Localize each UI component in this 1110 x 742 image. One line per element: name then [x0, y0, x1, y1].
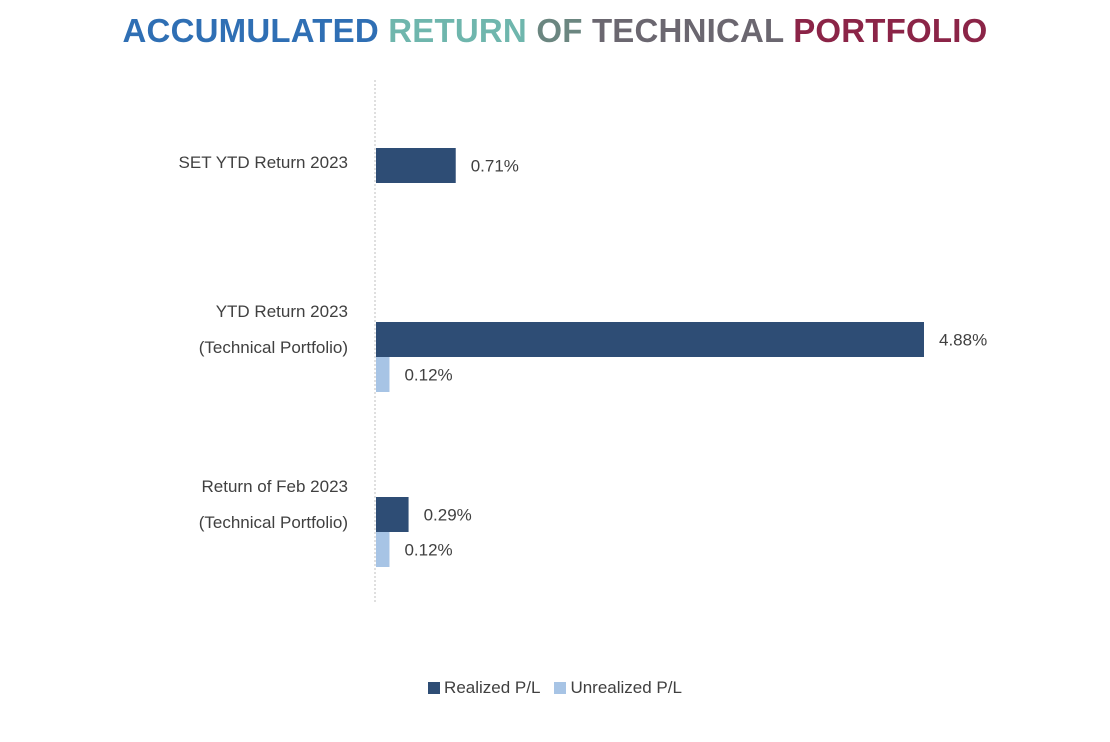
title-segment: PORTFOLIO — [793, 12, 988, 49]
data-label: 0.12% — [404, 541, 452, 560]
title-segment: OF — [536, 12, 592, 49]
legend-item: Realized P/L — [428, 678, 540, 698]
title-segment: TECHNICAL — [591, 12, 794, 49]
category-label: (Technical Portfolio) — [199, 338, 348, 357]
bar-realized-p-l — [376, 148, 456, 183]
category-label: SET YTD Return 2023 — [179, 153, 348, 172]
title-segment: ACCUMULATED — [122, 12, 389, 49]
legend-swatch — [428, 682, 441, 694]
category-label: Return of Feb 2023 — [202, 477, 348, 496]
chart-title: ACCUMULATED RETURN OF TECHNICAL PORTFOLI… — [0, 12, 1110, 50]
data-label: 4.88% — [939, 331, 987, 350]
bar-realized-p-l — [376, 497, 409, 532]
chart-legend: Realized P/L Unrealized P/L — [0, 678, 1110, 698]
category-label: (Technical Portfolio) — [199, 513, 348, 532]
legend-swatch — [554, 682, 567, 694]
bar-realized-p-l — [376, 322, 924, 357]
title-segment: RETURN — [388, 12, 537, 49]
bar-unrealized-p-l — [376, 532, 390, 567]
bar-unrealized-p-l — [376, 357, 390, 392]
category-label: YTD Return 2023 — [216, 302, 348, 321]
legend-label: Realized P/L — [444, 678, 541, 697]
legend-item: Unrealized P/L — [554, 678, 682, 698]
legend-label: Unrealized P/L — [570, 678, 682, 697]
data-label: 0.29% — [424, 506, 472, 525]
data-label: 0.71% — [471, 157, 519, 176]
data-label: 0.12% — [404, 366, 452, 385]
